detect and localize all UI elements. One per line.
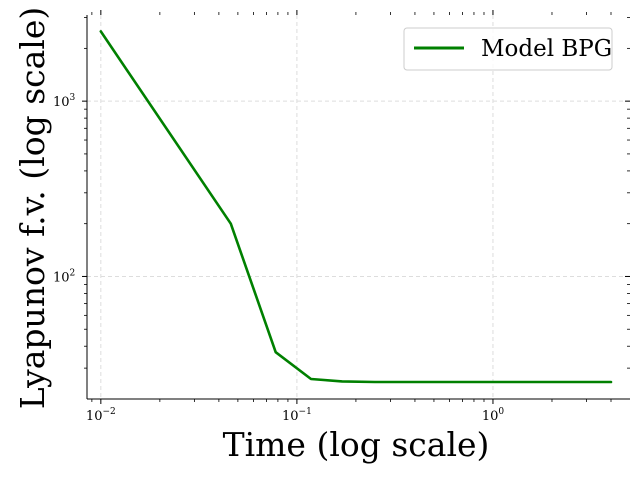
axes (86, 15, 630, 400)
legend: Model BPG (403, 27, 613, 71)
series-line-model-bpg (99, 30, 613, 384)
x-axis-title: Time (log scale) (223, 425, 490, 464)
x-tick-labels: 10−2 10−1 100 (86, 407, 504, 424)
x-tick-label: 10−1 (282, 407, 312, 424)
y-tick-labels: 102 103 (53, 93, 76, 285)
legend-frame (403, 27, 613, 71)
y-tick-label: 103 (53, 93, 76, 110)
x-tick-label: 100 (482, 407, 505, 424)
grid (87, 15, 630, 399)
y-axis-title: Lyapunov f.v. (log scale) (13, 7, 52, 409)
y-tick-label: 102 (53, 268, 75, 285)
x-tick-label: 10−2 (86, 407, 116, 424)
series (99, 30, 613, 384)
legend-label-model-bpg: Model BPG (481, 36, 612, 62)
major-ticks (82, 10, 630, 404)
